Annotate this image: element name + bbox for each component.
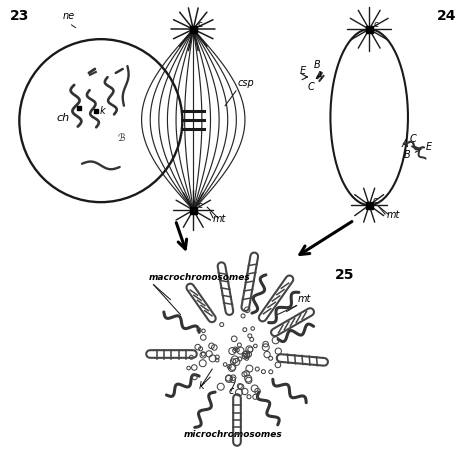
Text: microchromosomes: microchromosomes [183, 430, 282, 439]
Text: csp: csp [238, 78, 255, 88]
Text: mt: mt [213, 214, 227, 224]
Text: ℬ: ℬ [118, 132, 125, 142]
Text: mt: mt [387, 210, 401, 220]
Text: E: E [426, 142, 432, 152]
Text: C: C [410, 133, 417, 143]
Text: c: c [228, 386, 233, 396]
Text: 24: 24 [437, 10, 456, 23]
Bar [366, 202, 373, 208]
Text: B: B [313, 60, 320, 70]
Text: A: A [402, 140, 409, 150]
Text: c: c [197, 20, 202, 29]
Text: 25: 25 [334, 268, 354, 282]
Bar [94, 109, 98, 113]
Text: k: k [198, 381, 204, 391]
Text: 23: 23 [9, 10, 29, 23]
Text: E: E [300, 66, 306, 76]
Text: c: c [197, 201, 202, 210]
Bar [366, 26, 373, 33]
Text: mt: mt [298, 293, 311, 303]
Text: B: B [404, 151, 411, 161]
Text: c: c [373, 20, 378, 29]
Text: macrochromosomes: macrochromosomes [148, 273, 250, 282]
Text: c: c [372, 196, 377, 205]
Bar [190, 207, 197, 213]
Bar [77, 106, 81, 110]
Text: ne: ne [63, 11, 75, 21]
Text: C: C [308, 82, 314, 92]
Bar [190, 26, 197, 33]
Text: k: k [100, 106, 106, 116]
Text: ch: ch [56, 113, 69, 123]
Text: A: A [316, 71, 322, 81]
